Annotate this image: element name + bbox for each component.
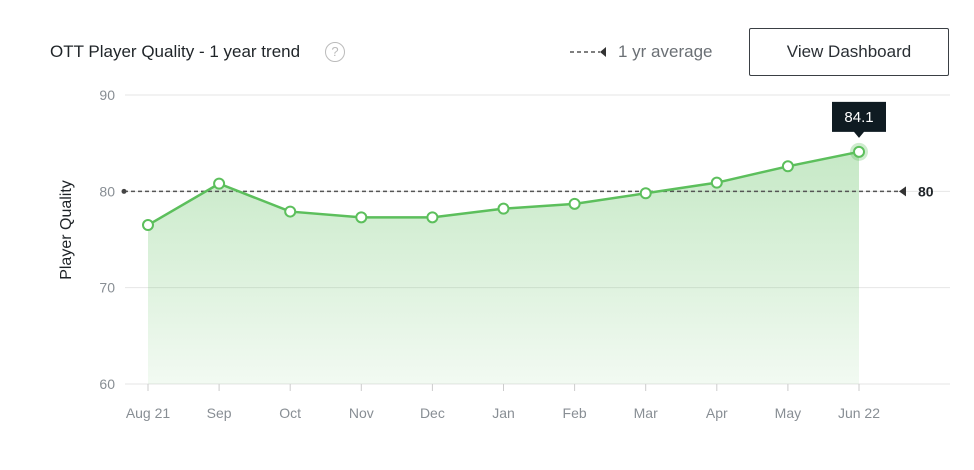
data-point <box>142 219 154 232</box>
y-tick-label: 80 <box>99 183 115 199</box>
data-point <box>853 145 865 158</box>
x-tick-label: Dec <box>420 405 445 421</box>
tooltip <box>832 101 886 138</box>
y-tick-label: 90 <box>99 87 115 103</box>
area-fill <box>148 151 859 384</box>
data-point <box>710 176 723 189</box>
data-point <box>284 205 297 218</box>
x-tick-label: Mar <box>634 405 658 421</box>
data-point <box>426 211 439 224</box>
data-point <box>213 177 226 190</box>
average-start-dot <box>121 188 127 194</box>
legend-average: 1 yr average <box>570 42 713 62</box>
dashed-line-icon <box>570 47 606 57</box>
help-icon[interactable]: ? <box>325 42 345 62</box>
x-tick-label: Oct <box>279 405 301 421</box>
x-tick-label: Jun 22 <box>838 405 880 421</box>
x-tick-label: Nov <box>349 405 374 421</box>
data-point <box>497 202 510 215</box>
average-marker-icon <box>899 186 906 197</box>
data-point <box>355 211 368 224</box>
x-tick-label: Feb <box>563 405 587 421</box>
chart-title: OTT Player Quality - 1 year trend <box>50 42 301 61</box>
tooltip-value: 84.1 <box>844 109 873 126</box>
x-tick-label: Apr <box>706 405 728 421</box>
legend-label: 1 yr average <box>618 42 713 61</box>
data-point <box>781 160 794 173</box>
x-tick-label: May <box>775 405 801 421</box>
data-point <box>639 187 652 200</box>
data-point <box>568 197 581 210</box>
x-tick-label: Sep <box>207 405 232 421</box>
x-tick-label: Aug 21 <box>126 405 171 421</box>
average-value-label: 80 <box>918 183 934 199</box>
y-tick-label: 70 <box>99 280 115 296</box>
view-dashboard-button[interactable]: View Dashboard <box>749 28 949 76</box>
x-tick-label: Jan <box>492 405 515 421</box>
y-tick-label: 60 <box>99 376 115 392</box>
y-axis-label: Player Quality <box>58 180 75 280</box>
